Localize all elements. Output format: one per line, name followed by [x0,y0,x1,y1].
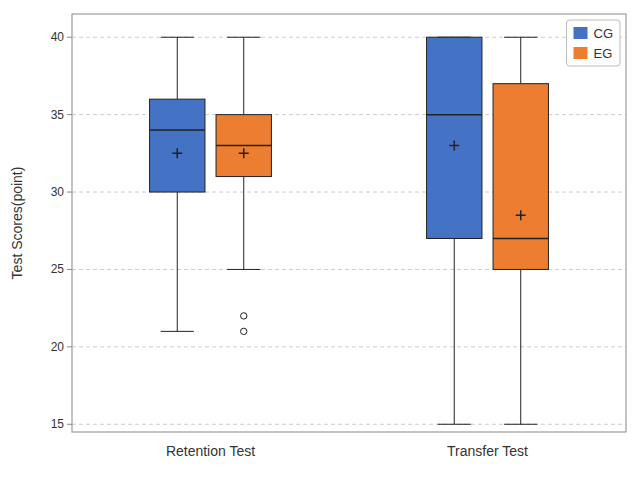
legend: CG EG [567,20,621,66]
chart-svg: 15 20 25 30 35 40 Test Scores(point) Retention … [0,0,640,484]
box-group [493,37,548,424]
median [427,114,482,116]
box-group [216,37,271,334]
y-axis-label: Test Scores(point) [9,167,25,280]
box-group [427,37,482,424]
median [493,238,548,240]
y-tick [67,424,72,425]
whisker-lower [520,269,521,424]
legend-label: EG [594,46,613,61]
mean-marker [239,148,249,158]
grid-line [72,346,626,347]
legend-box [567,20,621,66]
mean-marker [516,210,526,220]
cap-lower [504,424,537,425]
chart-container: 15 20 25 30 35 40 Test Scores(point) Retention … [0,0,640,484]
legend-item: CG [574,26,614,41]
cap-upper [227,37,260,38]
whisker-lower [177,192,178,331]
series-1 [216,37,548,424]
y-tick [67,114,72,115]
box [427,37,482,238]
box [216,115,271,177]
grid-line [72,37,626,38]
plot-frame [72,14,626,432]
x-tick-label: Retention Test [166,443,255,459]
legend-item: EG [574,46,613,61]
box-group [150,37,205,331]
y-tick-label: 20 [51,340,65,354]
whisker-lower [243,177,244,270]
median [150,129,205,131]
whisker-upper [243,37,244,114]
cap-lower [438,424,471,425]
cap-upper [504,37,537,38]
grid-line [72,424,626,425]
y-tick [67,269,72,270]
median [216,145,271,147]
grid [72,37,626,424]
x-tick-label: Transfer Test [447,443,528,459]
whisker-lower [454,238,455,424]
y-tick-label: 15 [51,417,65,431]
legend-swatch [574,47,588,59]
y-tick [67,37,72,38]
cap-lower [161,331,194,332]
y-tick-label: 30 [51,185,65,199]
box [150,99,205,192]
mean-marker [172,148,182,158]
legend-swatch [574,27,588,39]
whisker-upper [177,37,178,99]
cap-lower [227,269,260,270]
marks [150,37,549,424]
y-tick-label: 35 [51,108,65,122]
series-0 [150,37,482,424]
x-axis: Retention Test Transfer Test [166,443,528,459]
flier [241,328,247,334]
y-tick-label: 25 [51,262,65,276]
whisker-upper [520,37,521,83]
legend-label: CG [594,26,614,41]
y-tick [67,192,72,193]
box [493,84,548,270]
flier [241,313,247,319]
mean-marker [449,141,459,151]
y-tick-label: 40 [51,30,65,44]
y-tick [67,346,72,347]
y-axis: 15 20 25 30 35 40 [51,30,72,431]
cap-upper [161,37,194,38]
